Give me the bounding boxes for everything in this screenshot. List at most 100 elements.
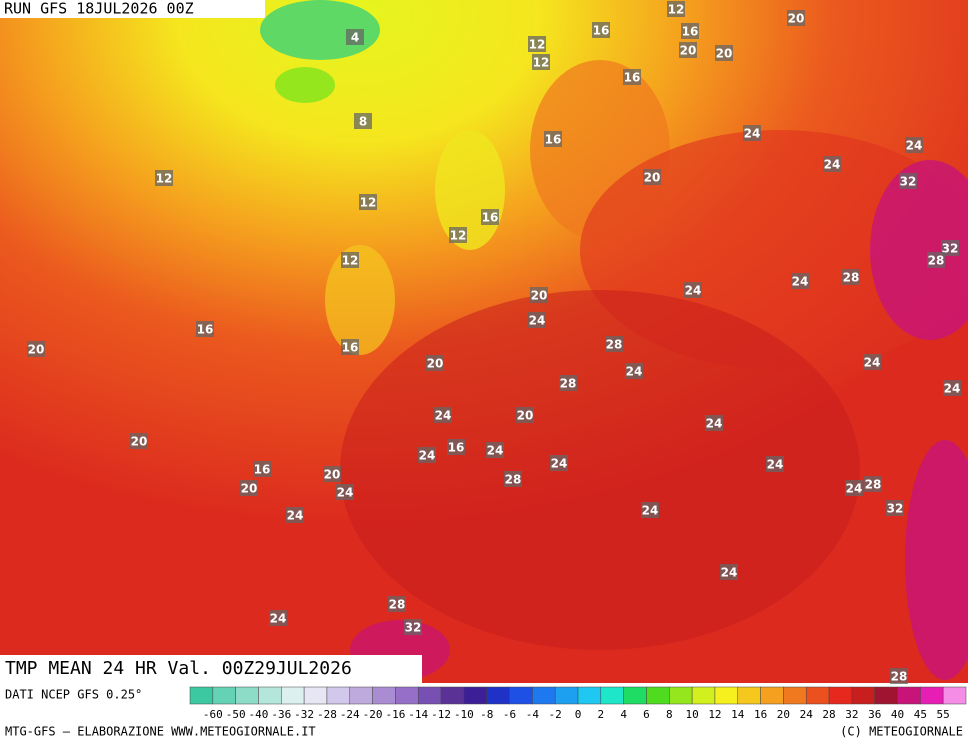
color-swatch [920, 686, 944, 705]
temperature-label: 8 [359, 115, 367, 129]
label-box [743, 125, 761, 141]
color-swatch [258, 686, 282, 705]
temperature-label: 16 [545, 133, 562, 147]
temperature-label: 12 [450, 229, 467, 243]
norway [435, 130, 505, 250]
colorbar-tick-label: 4 [620, 708, 627, 721]
temperature-label: 20 [517, 409, 534, 423]
label-box [528, 36, 546, 52]
colorbar-tick-label: 55 [937, 708, 950, 721]
color-swatch [577, 686, 602, 705]
label-box [346, 29, 364, 45]
temperature-label: 28 [505, 473, 522, 487]
colorbar-tick-label: 20 [777, 708, 790, 721]
temperature-label: 16 [624, 71, 641, 85]
temperature-label: 16 [448, 441, 465, 455]
label-box [559, 375, 577, 391]
temperature-label: 20 [131, 435, 148, 449]
run-label: RUN GFS 18JUL2026 00Z [4, 0, 194, 18]
temperature-label: 24 [685, 284, 702, 298]
color-swatch [851, 686, 875, 705]
colorbar-tick-label: -6 [503, 708, 516, 721]
color-swatch [326, 686, 351, 705]
temperature-label: 20 [531, 289, 548, 303]
label-box [341, 252, 359, 268]
label-box [705, 415, 723, 431]
color-swatch [372, 686, 396, 705]
temperature-label: 20 [716, 47, 733, 61]
uk [325, 245, 395, 355]
temperature-label: 24 [792, 275, 809, 289]
label-box [886, 500, 904, 516]
temperature-label: 28 [928, 254, 945, 268]
temperature-label: 20 [788, 12, 805, 26]
label-box [643, 169, 661, 185]
color-swatch [349, 686, 373, 705]
colorbar-tick-label: -50 [226, 708, 246, 721]
label-box [532, 54, 550, 70]
label-box [323, 466, 341, 482]
label-box [625, 363, 643, 379]
colorbar-tick-label: -4 [526, 708, 540, 721]
label-box [447, 439, 465, 455]
temperature-label: 12 [342, 254, 359, 268]
colorbar-tick-label: -12 [431, 708, 451, 721]
temperature-label: 24 [744, 127, 761, 141]
run-box [0, 0, 265, 18]
colorbar-tick-label: 36 [868, 708, 881, 721]
temperature-label: 32 [942, 242, 959, 256]
label-box [842, 269, 860, 285]
temperature-label: 24 [721, 566, 738, 580]
label-box [528, 312, 546, 328]
temperature-label: 24 [419, 449, 436, 463]
label-box [863, 354, 881, 370]
temperature-label: 24 [626, 365, 643, 379]
temperature-label: 28 [843, 271, 860, 285]
colorbar-tick-label: -14 [408, 708, 428, 721]
label-box [927, 252, 945, 268]
label-box [667, 1, 685, 17]
temperature-label: 20 [680, 44, 697, 58]
color-swatch [897, 686, 921, 705]
label-box [388, 596, 406, 612]
temperature-label: 24 [906, 139, 923, 153]
south-europe [340, 290, 860, 650]
temperature-label: 12 [668, 3, 685, 17]
label-box [641, 502, 659, 518]
temperature-label: 20 [324, 468, 341, 482]
temperature-label: 16 [197, 323, 214, 337]
temperature-label: 20 [644, 171, 661, 185]
colorbar-tick-label: -8 [480, 708, 493, 721]
colorbar-tick-label: 14 [731, 708, 745, 721]
temperature-label: 24 [824, 158, 841, 172]
temperature-label: 16 [593, 24, 610, 38]
temperature-label: 24 [767, 458, 784, 472]
colorbar-tick-label: 24 [800, 708, 814, 721]
colorbar-tick-label: 8 [666, 708, 673, 721]
temperature-label: 24 [864, 356, 881, 370]
temperature-label: 24 [846, 482, 863, 496]
colorbar-tick-label: -28 [317, 708, 337, 721]
label-box [240, 480, 258, 496]
label-box [253, 461, 271, 477]
temperature-label: 24 [706, 417, 723, 431]
color-swatch [691, 686, 716, 705]
label-box [623, 69, 641, 85]
credit-label: MTG-GFS — ELABORAZIONE WWW.METEOGIORNALE… [5, 725, 316, 739]
label-box [791, 273, 809, 289]
colorbar-tick-label: -24 [340, 708, 360, 721]
temperature-label: 28 [606, 338, 623, 352]
label-box [434, 407, 452, 423]
label-box [155, 170, 173, 186]
colorbar-tick-label: -2 [549, 708, 562, 721]
label-box [359, 194, 377, 210]
label-box [341, 339, 359, 355]
copyright-label: (C) METEOGIORNALE [840, 725, 963, 739]
temperature-label: 24 [337, 486, 354, 500]
temperature-label: 32 [405, 621, 422, 635]
color-swatch [737, 686, 761, 705]
color-swatch [189, 686, 214, 705]
colorbar-tick-label: -40 [249, 708, 269, 721]
